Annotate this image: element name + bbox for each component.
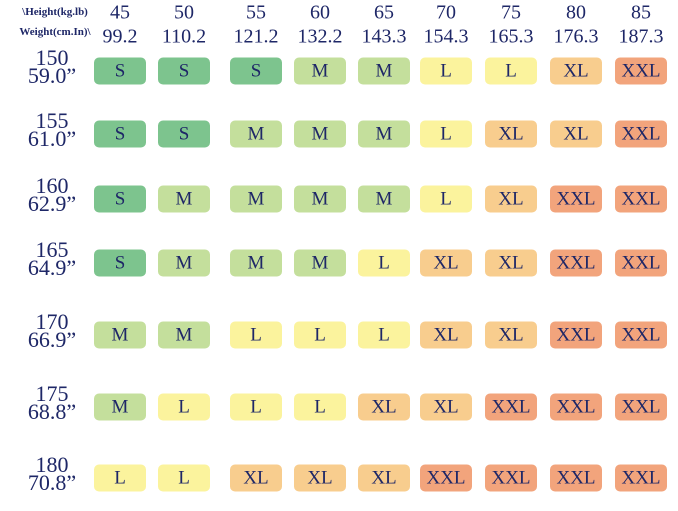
lb-label: 132.2 bbox=[297, 25, 343, 48]
size-cell: XL bbox=[485, 249, 537, 277]
size-cell: XXL bbox=[615, 464, 667, 492]
kg-label: 55 bbox=[246, 1, 266, 24]
size-cell: S bbox=[158, 57, 210, 85]
inch-label: 70.8” bbox=[27, 470, 77, 495]
cm-label: 170 bbox=[35, 309, 69, 334]
size-cell: L bbox=[485, 57, 537, 85]
kg-label: 80 bbox=[566, 1, 586, 24]
size-cell: M bbox=[294, 120, 346, 148]
lb-label: 110.2 bbox=[161, 25, 207, 48]
cm-label: 180 bbox=[35, 452, 69, 477]
lb-label: 143.3 bbox=[361, 25, 407, 48]
size-cell: M bbox=[158, 185, 210, 213]
size-cell: XL bbox=[420, 393, 472, 421]
size-cell: XXL bbox=[550, 464, 602, 492]
size-cell: XL bbox=[420, 321, 472, 349]
size-cell: M bbox=[294, 249, 346, 277]
inch-label: 62.9” bbox=[27, 191, 77, 216]
kg-label: 70 bbox=[436, 1, 456, 24]
size-cell: L bbox=[158, 393, 210, 421]
lb-label: 99.2 bbox=[102, 25, 138, 48]
size-cell: XXL bbox=[615, 393, 667, 421]
inch-label: 61.0” bbox=[27, 126, 77, 151]
kg-label: 65 bbox=[374, 1, 394, 24]
size-cell: XL bbox=[550, 57, 602, 85]
lb-label: 176.3 bbox=[553, 25, 599, 48]
size-cell: L bbox=[420, 57, 472, 85]
size-cell: M bbox=[158, 321, 210, 349]
kg-label: 50 bbox=[174, 1, 194, 24]
cm-label: 150 bbox=[35, 45, 69, 70]
size-cell: S bbox=[230, 57, 282, 85]
size-cell: XXL bbox=[615, 249, 667, 277]
size-cell: XXL bbox=[615, 321, 667, 349]
lb-label: 187.3 bbox=[618, 25, 664, 48]
inch-label: 64.9” bbox=[27, 255, 77, 280]
size-cell: XL bbox=[230, 464, 282, 492]
size-cell: XL bbox=[358, 464, 410, 492]
size-cell: L bbox=[294, 393, 346, 421]
size-cell: XL bbox=[485, 321, 537, 349]
size-cell: S bbox=[94, 120, 146, 148]
size-cell: L bbox=[358, 249, 410, 277]
lb-label: 154.3 bbox=[423, 25, 469, 48]
kg-label: 45 bbox=[110, 1, 130, 24]
corner-label: \Height(kg.lb) bbox=[22, 6, 88, 18]
size-cell: S bbox=[94, 249, 146, 277]
size-cell: XXL bbox=[550, 249, 602, 277]
size-cell: L bbox=[94, 464, 146, 492]
size-cell: M bbox=[358, 57, 410, 85]
size-cell: M bbox=[358, 185, 410, 213]
size-cell: L bbox=[158, 464, 210, 492]
size-cell: M bbox=[294, 57, 346, 85]
size-cell: XL bbox=[420, 249, 472, 277]
lb-label: 121.2 bbox=[233, 25, 279, 48]
size-cell: L bbox=[230, 393, 282, 421]
size-cell: L bbox=[420, 120, 472, 148]
size-cell: XL bbox=[294, 464, 346, 492]
size-cell: L bbox=[230, 321, 282, 349]
size-cell: XL bbox=[485, 120, 537, 148]
size-cell: M bbox=[294, 185, 346, 213]
kg-label: 85 bbox=[631, 1, 651, 24]
size-cell: M bbox=[230, 185, 282, 213]
size-cell: M bbox=[94, 321, 146, 349]
kg-label: 60 bbox=[310, 1, 330, 24]
size-cell: M bbox=[358, 120, 410, 148]
cm-label: 160 bbox=[35, 173, 69, 198]
size-cell: XL bbox=[550, 120, 602, 148]
size-cell: M bbox=[158, 249, 210, 277]
size-cell: XXL bbox=[485, 393, 537, 421]
size-cell: XXL bbox=[615, 57, 667, 85]
size-cell: XXL bbox=[420, 464, 472, 492]
inch-label: 59.0” bbox=[27, 63, 77, 88]
cm-label: 175 bbox=[35, 381, 69, 406]
size-cell: S bbox=[94, 185, 146, 213]
size-cell: XXL bbox=[550, 185, 602, 213]
lb-label: 165.3 bbox=[488, 25, 534, 48]
size-cell: XXL bbox=[550, 321, 602, 349]
size-cell: M bbox=[230, 120, 282, 148]
size-cell: XXL bbox=[550, 393, 602, 421]
size-cell: L bbox=[420, 185, 472, 213]
size-cell: L bbox=[294, 321, 346, 349]
size-cell: L bbox=[358, 321, 410, 349]
size-cell: XXL bbox=[485, 464, 537, 492]
size-cell: M bbox=[94, 393, 146, 421]
kg-label: 75 bbox=[501, 1, 521, 24]
size-cell: S bbox=[94, 57, 146, 85]
inch-label: 68.8” bbox=[27, 399, 77, 424]
cm-label: 155 bbox=[35, 108, 69, 133]
size-cell: S bbox=[158, 120, 210, 148]
size-cell: XXL bbox=[615, 185, 667, 213]
corner-label: Weight(cm.In)\ bbox=[19, 26, 91, 38]
size-cell: M bbox=[230, 249, 282, 277]
size-cell: XL bbox=[358, 393, 410, 421]
size-cell: XL bbox=[485, 185, 537, 213]
size-cell: XXL bbox=[615, 120, 667, 148]
cm-label: 165 bbox=[35, 237, 69, 262]
inch-label: 66.9” bbox=[27, 327, 77, 352]
